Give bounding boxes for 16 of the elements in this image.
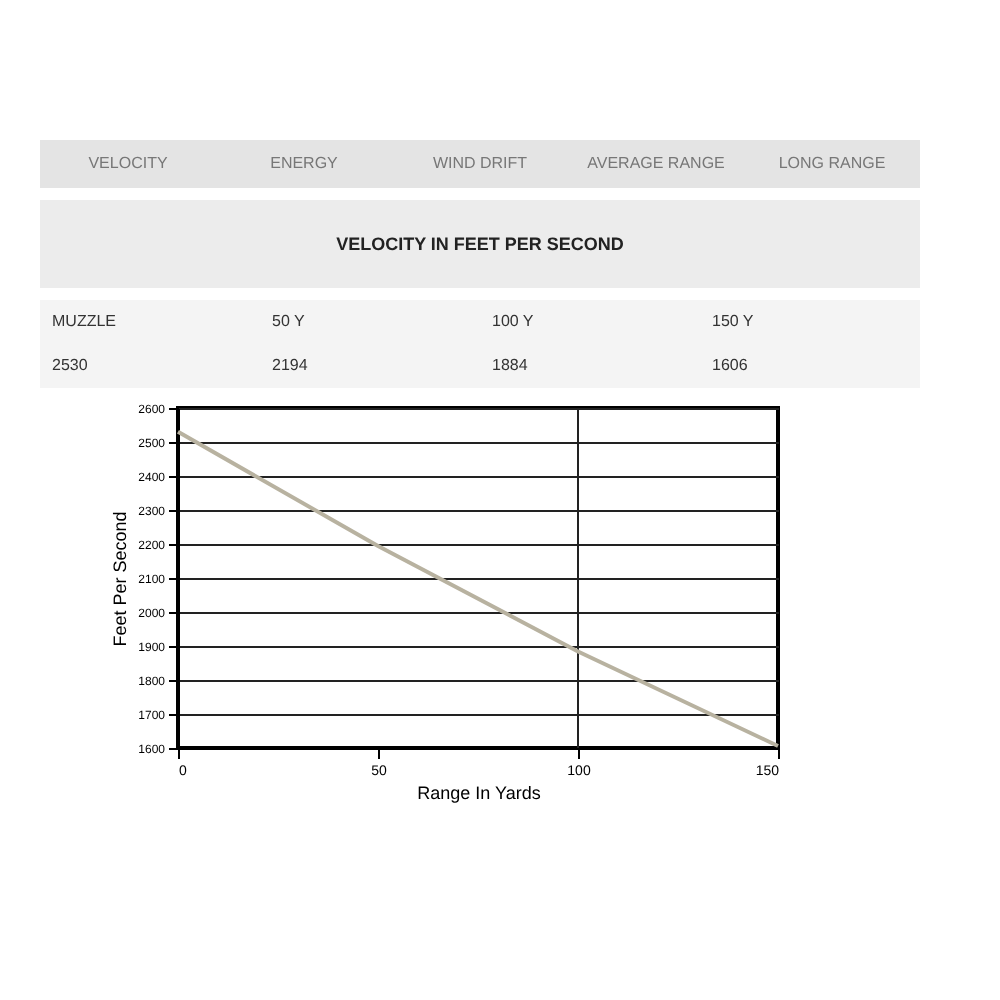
text: 150 Y bbox=[712, 312, 755, 330]
text: WIND DRIFT bbox=[432, 154, 528, 172]
text: 1606 bbox=[712, 356, 748, 374]
text: 1884 bbox=[492, 356, 528, 374]
y-axis-title: Feet Per Second bbox=[110, 511, 131, 647]
chart-title: VELOCITY IN FEET PER SECOND bbox=[336, 234, 625, 254]
text: 2530 bbox=[52, 356, 88, 374]
text: LONG RANGE bbox=[778, 154, 886, 172]
text: AVERAGE RANGE bbox=[587, 154, 725, 172]
text: 2194 bbox=[272, 356, 308, 374]
text: MUZZLE bbox=[52, 312, 116, 330]
text: 50 Y bbox=[272, 312, 306, 330]
x-axis-title: Range In Yards bbox=[417, 783, 542, 803]
text: 100 Y bbox=[492, 312, 535, 330]
text: VELOCITY bbox=[88, 154, 169, 172]
text: ENERGY bbox=[270, 154, 340, 172]
